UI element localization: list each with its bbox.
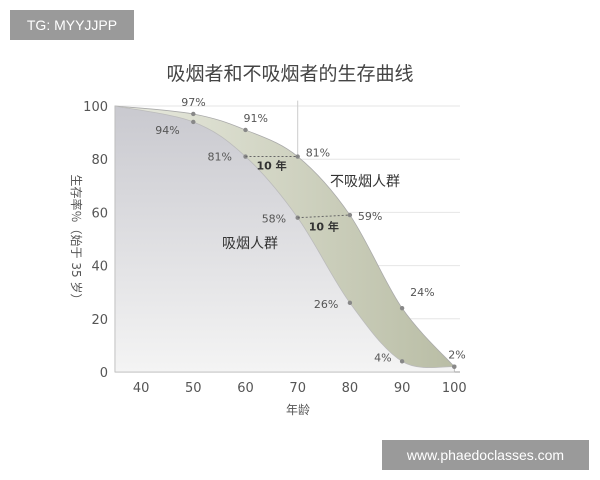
smoker-data-label: 58%: [262, 213, 286, 226]
group-label-smokers: 吸烟人群: [222, 236, 278, 252]
smoker-point: [347, 300, 353, 306]
x-tick-label: 40: [133, 381, 150, 396]
smoker-point: [191, 119, 196, 125]
x-tick-label: 80: [342, 381, 359, 396]
x-tick-label: 50: [185, 381, 202, 396]
nonsmoker-data-label: 91%: [244, 112, 268, 125]
nonsmoker-data-label: 97%: [181, 96, 205, 109]
nonsmoker-data-label: 24%: [410, 286, 434, 299]
y-tick-label: 100: [83, 100, 108, 115]
interval-annotation: 10 年: [257, 159, 287, 173]
smoker-data-label: 26%: [314, 298, 338, 311]
y-tick-label: 40: [91, 260, 108, 275]
x-axis-label: 年龄: [286, 403, 310, 417]
nonsmoker-data-label: 81%: [306, 147, 330, 160]
y-axis-label: 生存率％（始于 35 岁）: [69, 175, 84, 306]
y-tick-label: 60: [91, 206, 108, 221]
watermark-top-left: TG: MYYJJPP: [10, 10, 134, 40]
smoker-data-label: 4%: [374, 351, 391, 364]
y-tick-label: 20: [91, 313, 108, 328]
group-label-nonsmokers: 不吸烟人群: [330, 174, 400, 190]
nonsmoker-data-label: 2%: [448, 349, 465, 362]
y-tick-label: 80: [91, 153, 108, 168]
interval-line: [297, 214, 350, 219]
smoker-data-label: 94%: [155, 124, 179, 137]
smoker-point: [399, 359, 405, 364]
x-tick-label: 90: [394, 381, 411, 396]
chart-title: 吸烟者和不吸烟者的生存曲线: [166, 63, 413, 85]
watermark-bottom-right: www.phaedoclasses.com: [382, 440, 589, 470]
smoker-data-label: 81%: [208, 151, 232, 164]
y-tick-label: 0: [100, 366, 108, 381]
x-tick-label: 70: [289, 381, 306, 396]
smoker-point: [452, 364, 457, 369]
x-tick-label: 100: [442, 381, 467, 396]
x-tick-label: 60: [237, 381, 254, 396]
nonsmoker-point: [399, 305, 405, 311]
nonsmoker-point: [191, 111, 196, 117]
nonsmoker-data-label: 59%: [358, 210, 382, 223]
nonsmoker-point: [243, 127, 248, 133]
interval-annotation: 10 年: [309, 220, 339, 234]
